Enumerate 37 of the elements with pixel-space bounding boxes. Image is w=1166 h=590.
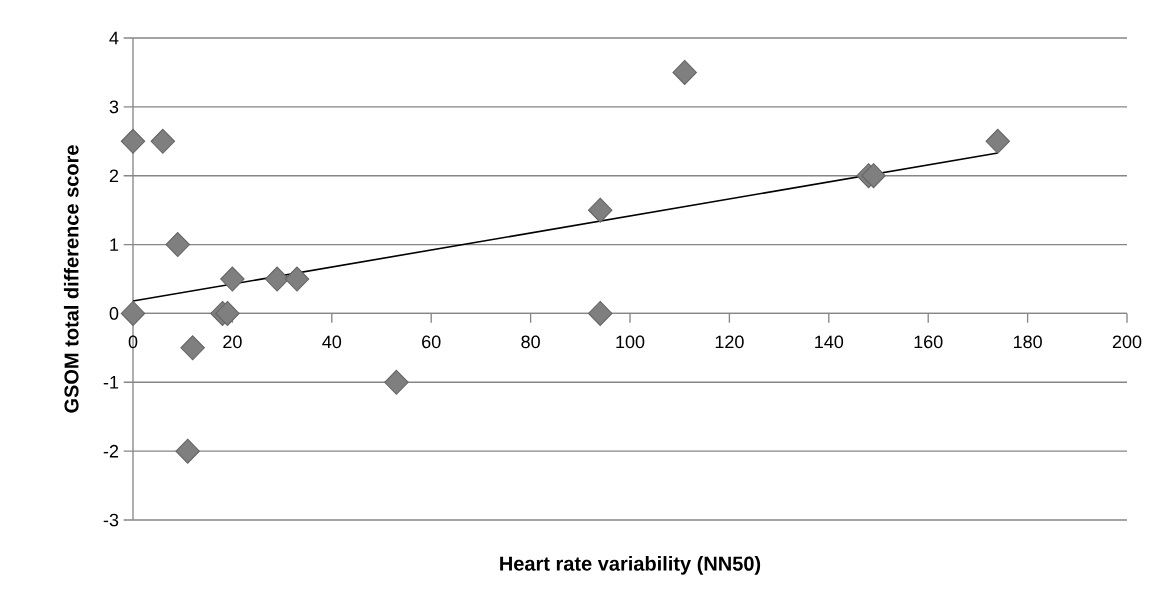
y-tick-label: -3 [103,513,119,527]
point [672,59,697,85]
point [120,300,146,326]
point [120,128,146,154]
y-tick-label: 2 [109,169,119,182]
x-tick-label: 200 [1112,335,1142,349]
point [220,266,245,292]
y-tick-label: -1 [103,376,119,389]
y-tick-label: -2 [103,444,119,458]
y-tick-label: 1 [110,238,119,251]
x-tick-label: 0 [128,335,138,349]
x-tick-label: 160 [914,335,943,349]
y-axis-title: GSOM total difference score [63,145,79,413]
point [215,300,240,326]
point [264,266,290,292]
x-axis-title: Heart rate variability (NN50) [500,556,761,575]
point [587,300,613,326]
x-tick-label: 140 [815,335,844,349]
y-tick-label: 0 [109,307,119,320]
point [985,128,1011,154]
y-tick-label: 4 [109,31,119,45]
x-tick-label: 40 [322,335,342,349]
x-tick-label: 180 [1013,335,1042,349]
x-tick-label: 80 [521,335,540,349]
point [861,163,886,189]
point [150,128,176,154]
x-tick-label: 120 [715,335,744,349]
point [175,438,200,464]
x-tick-label: 60 [422,335,441,349]
x-tick-label: 20 [223,335,242,349]
point [284,266,310,292]
point [384,369,409,395]
point [587,197,613,223]
point [180,335,205,361]
point [165,232,190,258]
y-tick-label: 3 [109,100,119,114]
x-tick-label: 100 [616,335,645,349]
